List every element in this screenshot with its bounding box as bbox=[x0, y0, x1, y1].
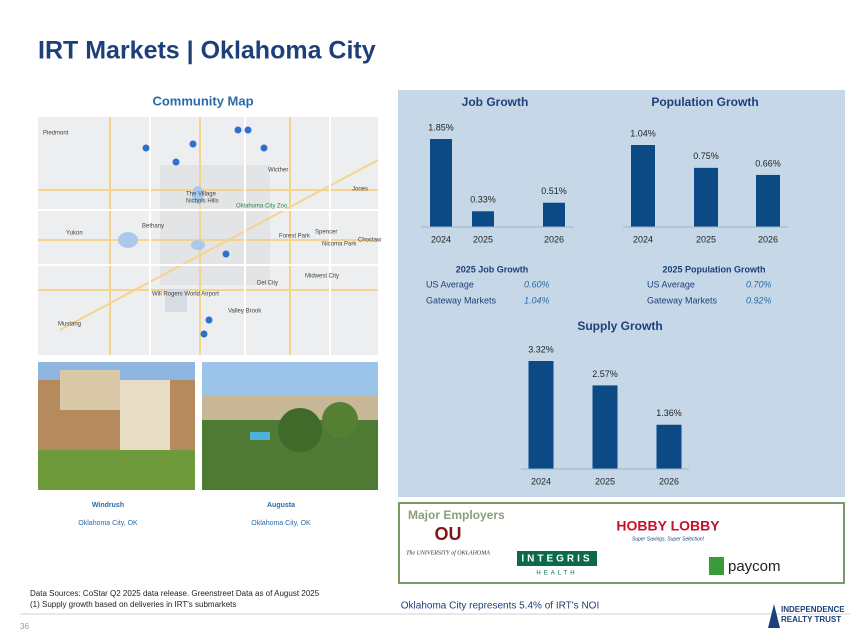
map-label: Choctaw bbox=[358, 238, 382, 244]
footer-sources: Data Sources: CoStar Q2 2025 data releas… bbox=[30, 589, 320, 598]
map-label: Wicther bbox=[268, 168, 288, 174]
stats-title: 2025 Population Growth bbox=[662, 264, 765, 274]
value-label: 1.85% bbox=[428, 122, 454, 132]
stats-value: 1.04% bbox=[524, 295, 550, 305]
bar bbox=[472, 211, 494, 227]
x-tick-label: 2025 bbox=[473, 234, 493, 244]
map-label: Valley Brook bbox=[228, 309, 262, 315]
property-name: Augusta bbox=[267, 502, 295, 509]
lake bbox=[191, 240, 205, 250]
x-tick-label: 2026 bbox=[659, 476, 679, 486]
bar bbox=[543, 202, 565, 227]
stats-label: US Average bbox=[647, 279, 695, 289]
chart-title: Population Growth bbox=[651, 95, 758, 109]
value-label: 1.36% bbox=[656, 408, 682, 418]
integris-logo: INTEGRIS bbox=[521, 554, 592, 565]
map-label: Mustang bbox=[58, 322, 81, 328]
map-label: Jones bbox=[352, 187, 368, 193]
chart-title: Supply Growth bbox=[577, 319, 662, 333]
airport bbox=[165, 290, 187, 312]
x-tick-label: 2026 bbox=[758, 234, 778, 244]
map-pins bbox=[142, 126, 268, 338]
photo-augusta bbox=[202, 362, 378, 490]
x-tick-label: 2024 bbox=[531, 476, 551, 486]
page-number: 36 bbox=[20, 622, 29, 631]
stats-population: 2025 Population Growth US Average 0.70% … bbox=[647, 264, 772, 305]
footer-note: (1) Supply growth based on deliveries in… bbox=[30, 600, 236, 609]
x-tick-label: 2025 bbox=[595, 476, 615, 486]
chart-panel bbox=[398, 90, 845, 497]
map-label: Oklahoma City Zoo bbox=[236, 204, 288, 210]
paycom-logo: paycom bbox=[728, 558, 781, 575]
value-label: 3.32% bbox=[528, 344, 554, 354]
ou-mark: OU bbox=[435, 524, 462, 544]
hobby-lobby-logo: HOBBY LOBBY bbox=[616, 518, 720, 534]
logo-mark bbox=[768, 604, 780, 628]
stats-label: US Average bbox=[426, 279, 474, 289]
stats-value: 0.92% bbox=[746, 295, 772, 305]
bar bbox=[631, 145, 655, 227]
stats-title: 2025 Job Growth bbox=[456, 264, 529, 274]
map-label: Piedmont bbox=[43, 131, 69, 137]
employers-heading: Major Employers bbox=[408, 508, 505, 522]
stats-job: 2025 Job Growth US Average 0.60% Gateway… bbox=[426, 264, 550, 305]
map-label: Midwest City bbox=[305, 274, 339, 280]
charts: Job Growth 1.85% 2024 0.33% 2025 0.51% 2026 Pop… bbox=[421, 95, 788, 486]
value-label: 2.57% bbox=[592, 369, 618, 379]
bar bbox=[694, 167, 718, 227]
slide-title: IRT Markets | Oklahoma City bbox=[38, 37, 376, 65]
ou-logo: The UNIVERSITY of OKLAHOMA bbox=[406, 549, 490, 556]
logo-top: INDEPENDENCE bbox=[781, 605, 845, 614]
bar bbox=[656, 424, 682, 469]
logo-bottom: REALTY TRUST bbox=[781, 615, 841, 624]
map-label: Forest Park bbox=[279, 234, 311, 240]
photo-windrush bbox=[38, 362, 195, 490]
map-heading: Community Map bbox=[152, 93, 253, 108]
x-tick-label: 2025 bbox=[696, 234, 716, 244]
map: Piedmont Oklahoma City Zoo Nichols Hills… bbox=[38, 117, 382, 355]
value-label: 0.66% bbox=[755, 158, 781, 168]
bar bbox=[430, 139, 452, 227]
value-label: 0.75% bbox=[693, 151, 719, 161]
lake bbox=[118, 232, 138, 248]
map-label: Bethany bbox=[142, 224, 164, 230]
map-label: Spencer bbox=[315, 230, 337, 236]
value-label: 1.04% bbox=[630, 128, 656, 138]
map-label: The Village bbox=[186, 192, 217, 198]
stats-label: Gateway Markets bbox=[426, 295, 497, 305]
chart-title: Job Growth bbox=[462, 95, 529, 109]
map-roads bbox=[38, 117, 379, 355]
map-label: Nicoma Park bbox=[322, 242, 357, 248]
value-label: 0.51% bbox=[541, 186, 567, 196]
integris-sub: HEALTH bbox=[536, 571, 577, 577]
value-label: 0.33% bbox=[470, 195, 496, 205]
integris-bar bbox=[517, 551, 597, 566]
map-label: Will Rogers World Airport bbox=[152, 292, 219, 298]
map-label: Del City bbox=[257, 281, 278, 287]
stats-value: 0.60% bbox=[524, 279, 550, 289]
x-tick-label: 2024 bbox=[633, 234, 653, 244]
paycom-icon bbox=[709, 557, 724, 575]
stats-label: Gateway Markets bbox=[647, 295, 718, 305]
map-label: Nichols Hills bbox=[186, 199, 219, 205]
employers-box bbox=[398, 502, 845, 584]
property-name: Windrush bbox=[92, 502, 124, 509]
property-location: Oklahoma City, OK bbox=[78, 520, 138, 527]
x-tick-label: 2024 bbox=[431, 234, 451, 244]
bar bbox=[592, 385, 618, 469]
map-streets bbox=[38, 117, 378, 355]
property-location: Oklahoma City, OK bbox=[251, 520, 311, 527]
bar bbox=[528, 361, 554, 469]
lake bbox=[192, 186, 204, 204]
bar bbox=[756, 174, 780, 227]
hobby-lobby-tagline: Super Savings, Super Selection! bbox=[632, 536, 705, 542]
map-label: Yukon bbox=[66, 231, 83, 237]
footer-noi: Oklahoma City represents 5.4% of IRT's N… bbox=[401, 601, 599, 612]
stats-value: 0.70% bbox=[746, 279, 772, 289]
x-tick-label: 2026 bbox=[544, 234, 564, 244]
